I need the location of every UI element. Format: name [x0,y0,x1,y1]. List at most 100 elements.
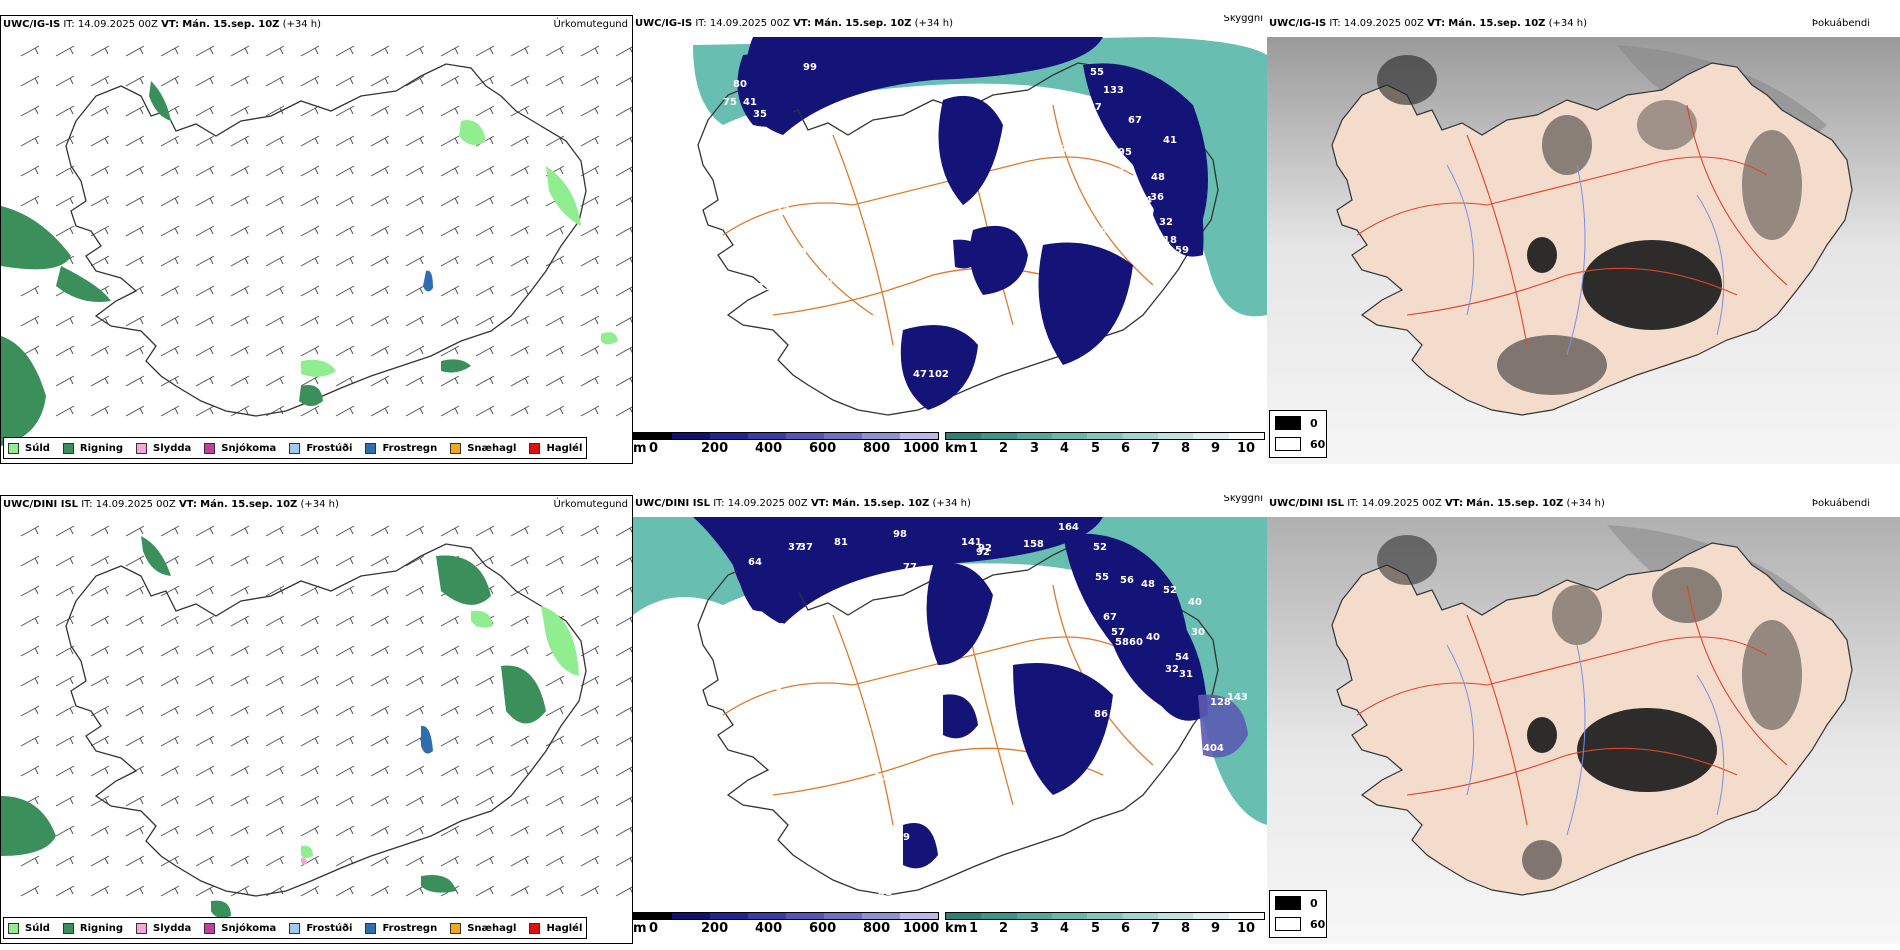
iceland-outline [65,543,587,897]
wind-barb [160,405,180,417]
visibility-value-label: 87 [778,622,792,633]
wind-barb [230,525,250,537]
wind-barb [300,225,320,237]
wind-barb [510,45,530,57]
wind-barb [370,645,390,657]
wind-barb [230,675,250,687]
wind-barb [615,256,632,267]
cbar-tick: 1 [969,441,979,456]
fog-panel-top: UWC/IG-IS IT: 14.09.2025 00Z VT: Mán. 15… [1267,15,1900,464]
visibility-value-label: 76 [831,357,845,368]
visibility-value-label: 37 [799,542,813,553]
wind-barb [230,795,250,807]
visibility-value-label: 40 [1188,597,1202,608]
wind-barb [300,255,320,267]
wind-barb [580,45,600,57]
wind-barb [335,105,355,117]
wind-barb [300,375,320,387]
cbar-tick: 8 [1181,441,1191,456]
wind-barb [615,316,632,327]
legend-item-frostregn: Frostregn [365,442,437,454]
wind-barb [370,345,390,357]
wind-barb [125,555,145,567]
swatch [365,922,377,934]
visibility-value-label: 128 [1210,697,1231,708]
visibility-value-label: 55 [735,262,749,273]
visibility-value-label: 32 [868,347,882,358]
wind-barb [90,555,110,567]
cbar-tick: 7 [1151,921,1161,936]
wind-barb [580,525,600,537]
wind-barb [195,825,215,837]
wind-barb [370,735,390,747]
wind-barb [370,45,390,57]
wind-barb [125,705,145,717]
wind-barb [265,375,285,387]
wind-barb [545,795,565,807]
wind-barb [580,255,600,267]
visibility-value-label: 40 [1146,632,1160,643]
cbar-tick: 800 [863,441,891,456]
wind-barb [265,525,285,537]
visibility-value-label: 34 [1138,195,1152,206]
wind-barb [300,555,320,567]
panel-title: Úrkomutegund [553,499,628,510]
wind-barb [370,555,390,567]
wind-barb [300,165,320,177]
wind-barb [405,105,425,117]
wind-barb [160,315,180,327]
wind-barb [55,795,75,807]
cbar-tick: 800 [863,921,891,936]
wind-barb [580,225,600,237]
wind-barb [55,375,75,387]
wind-barb [370,75,390,87]
wind-barb [90,345,110,357]
cbar-tick: 200 [701,441,729,456]
wind-barb [160,525,180,537]
wind-barb [265,705,285,717]
visibility-value-label: 158 [1023,539,1044,550]
cbar-tick: 10 [1237,921,1256,936]
swatch [62,922,74,934]
wind-barb [125,645,145,657]
wind-barb [475,165,495,177]
wind-barb [300,135,320,147]
wind-barb [615,556,632,567]
wind-barb [545,345,565,357]
wind-barb [90,45,110,57]
wind-barb [405,135,425,147]
legend-item-sud: Súld [8,442,50,454]
fog-legend-min: 0 [1310,417,1318,430]
swatch [136,442,148,454]
legend-item-snjokoma: Snjókoma [204,922,276,934]
swatch [365,442,377,454]
wind-barb [370,165,390,177]
wind-barb [20,585,40,597]
legend-item-snaehagl: Snæhagl [450,442,516,454]
wind-barb [615,676,632,687]
wind-barb [440,195,460,207]
wind-barb [580,555,600,567]
cbar-tick: 6 [1121,441,1131,456]
cbar-tick: 6 [1121,921,1131,936]
cbar-km [945,912,1265,920]
visibility-value-label: 55 [1090,67,1104,78]
cloud-patches [737,54,1208,410]
wind-barb [475,345,495,357]
wind-barb [440,75,460,87]
rivers [1446,164,1725,356]
visibility-value-label: 60 [819,275,833,286]
visibility-value-label: 65 [791,247,805,258]
cbar-tick: 4 [1060,441,1070,456]
wind-barb [55,225,75,237]
wind-barb [300,885,320,897]
wind-barb [300,345,320,357]
roads [1356,104,1788,346]
visibility-value-label: 81 [834,537,848,548]
wind-barb [55,165,75,177]
wind-barb [580,345,600,357]
wind-barb [195,225,215,237]
wind-barb [545,255,565,267]
wind-barb [195,135,215,147]
